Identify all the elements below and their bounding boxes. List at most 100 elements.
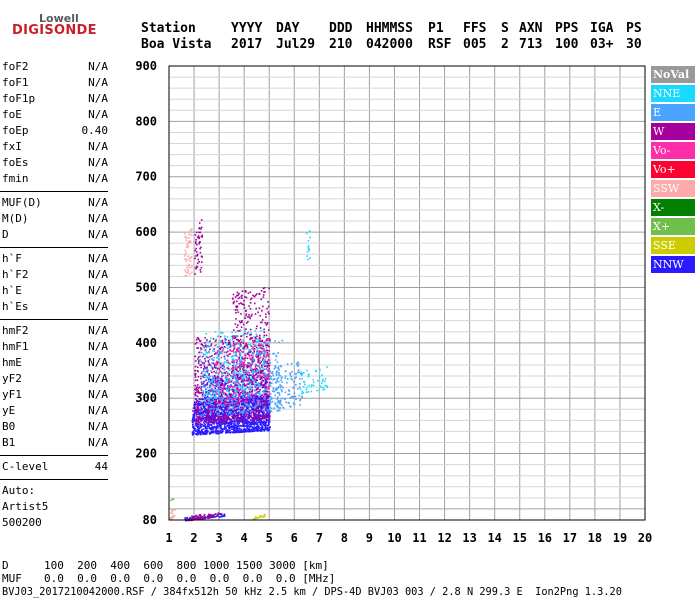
echo-point-nnw	[222, 406, 224, 408]
echo-point-w	[226, 405, 229, 408]
echo-point-nnw	[244, 373, 247, 376]
echo-point-w	[205, 345, 207, 348]
echo-point-nnw	[246, 427, 249, 430]
echo-point-vo	[231, 360, 234, 363]
echo-point-nnw	[209, 424, 211, 426]
echo-point-e	[208, 358, 211, 361]
echo-point-w	[229, 396, 231, 398]
echo-point-w	[250, 350, 252, 353]
echo-point-w	[197, 236, 200, 238]
echo-point-nne	[263, 362, 265, 364]
echo-point-w	[241, 320, 243, 322]
param-row: foEp 0.40	[2, 123, 108, 139]
echo-point-w	[243, 378, 245, 381]
echo-point-nne	[230, 335, 233, 338]
echo-point-nnw	[222, 515, 225, 517]
echo-point-vo	[237, 390, 239, 392]
echo-point-nne	[258, 339, 260, 341]
echo-point-nnw	[253, 424, 256, 426]
param-row: hmF1 N/A	[2, 339, 108, 355]
param-value: N/A	[88, 404, 108, 417]
param-row: h`Es N/A	[2, 299, 108, 315]
echo-point-w	[214, 420, 216, 422]
param-row: foF1p N/A	[2, 91, 108, 107]
echo-point-nnw	[238, 419, 241, 422]
echo-point-nnw	[248, 402, 250, 404]
echo-point-e	[218, 404, 220, 406]
echo-point-nne	[322, 388, 324, 391]
y-tick-label: 300	[135, 391, 157, 405]
echo-point-e	[225, 374, 227, 377]
echo-point-nnw	[214, 385, 216, 387]
echo-point-e	[270, 372, 273, 375]
echo-point-ssw	[191, 264, 193, 267]
echo-point-e	[202, 375, 204, 377]
echo-point-nne	[239, 345, 241, 347]
echo-point-nnw	[230, 413, 233, 415]
echo-point-e	[200, 414, 203, 416]
echo-point-w	[233, 329, 235, 331]
echo-point-w	[191, 515, 193, 517]
echo-point-w	[195, 421, 198, 424]
param-value: N/A	[88, 60, 108, 73]
echo-point-nnw	[264, 428, 267, 431]
echo-point-w	[204, 366, 206, 369]
echo-point-nne	[319, 385, 321, 388]
echo-point-w	[211, 514, 214, 517]
param-value: N/A	[88, 92, 108, 105]
echo-point-w	[227, 342, 230, 344]
echo-point-nnw	[246, 408, 248, 410]
echo-point-nne	[218, 349, 220, 351]
echo-point-e	[271, 371, 274, 373]
echo-point-nne	[245, 387, 248, 390]
echo-point-w	[265, 377, 267, 379]
echo-point-nne	[211, 392, 214, 394]
echo-point-e	[235, 386, 237, 388]
echo-point-nnw	[198, 423, 200, 426]
echo-point-e	[277, 400, 279, 403]
echo-point-e	[299, 383, 301, 385]
echo-point-e	[230, 407, 233, 410]
echo-point-nnw	[204, 408, 207, 410]
param-name: B1	[2, 436, 16, 449]
echo-point-w	[207, 364, 210, 366]
echo-point-w	[219, 377, 222, 380]
echo-point-nnw	[205, 433, 207, 435]
echo-point-nne	[326, 366, 328, 368]
echo-point-ssw	[189, 230, 192, 233]
echo-point-vo	[232, 373, 235, 376]
echo-point-e	[216, 346, 219, 348]
echo-point-e	[276, 398, 278, 401]
echo-point-nne	[305, 388, 308, 391]
echo-point-w	[212, 362, 214, 364]
param-name: C-level	[2, 460, 49, 473]
echo-point-nnw	[235, 424, 238, 427]
echo-point-w	[202, 392, 204, 394]
echo-point-nnw	[215, 398, 217, 401]
echo-point-w	[230, 418, 233, 421]
echo-point-w	[205, 419, 207, 422]
echo-point-w	[212, 421, 215, 423]
echo-point-w	[268, 313, 270, 315]
echo-point-w	[265, 344, 267, 347]
echo-point-vo	[226, 359, 228, 362]
echo-point-nnw	[236, 398, 239, 401]
echo-point-nnw	[202, 428, 205, 430]
echo-point-nnw	[197, 411, 200, 413]
echo-point-w	[259, 370, 262, 373]
param-row: h`F2 N/A	[2, 267, 108, 283]
echo-point-nnw	[264, 400, 266, 403]
echo-point-e	[199, 400, 202, 403]
echo-point-w	[216, 377, 219, 379]
header-label-ffs: FFS	[463, 21, 487, 36]
echo-point-nnw	[264, 423, 266, 425]
echo-point-w	[199, 340, 201, 342]
echo-point-vo	[251, 368, 254, 371]
echo-point-nne	[258, 365, 260, 367]
echo-point-nne	[254, 330, 257, 332]
echo-point-w	[262, 294, 265, 296]
echo-point-w	[219, 348, 222, 350]
echo-point-e	[248, 404, 250, 407]
param-row: foF1 N/A	[2, 75, 108, 91]
echo-point-e	[275, 355, 278, 358]
